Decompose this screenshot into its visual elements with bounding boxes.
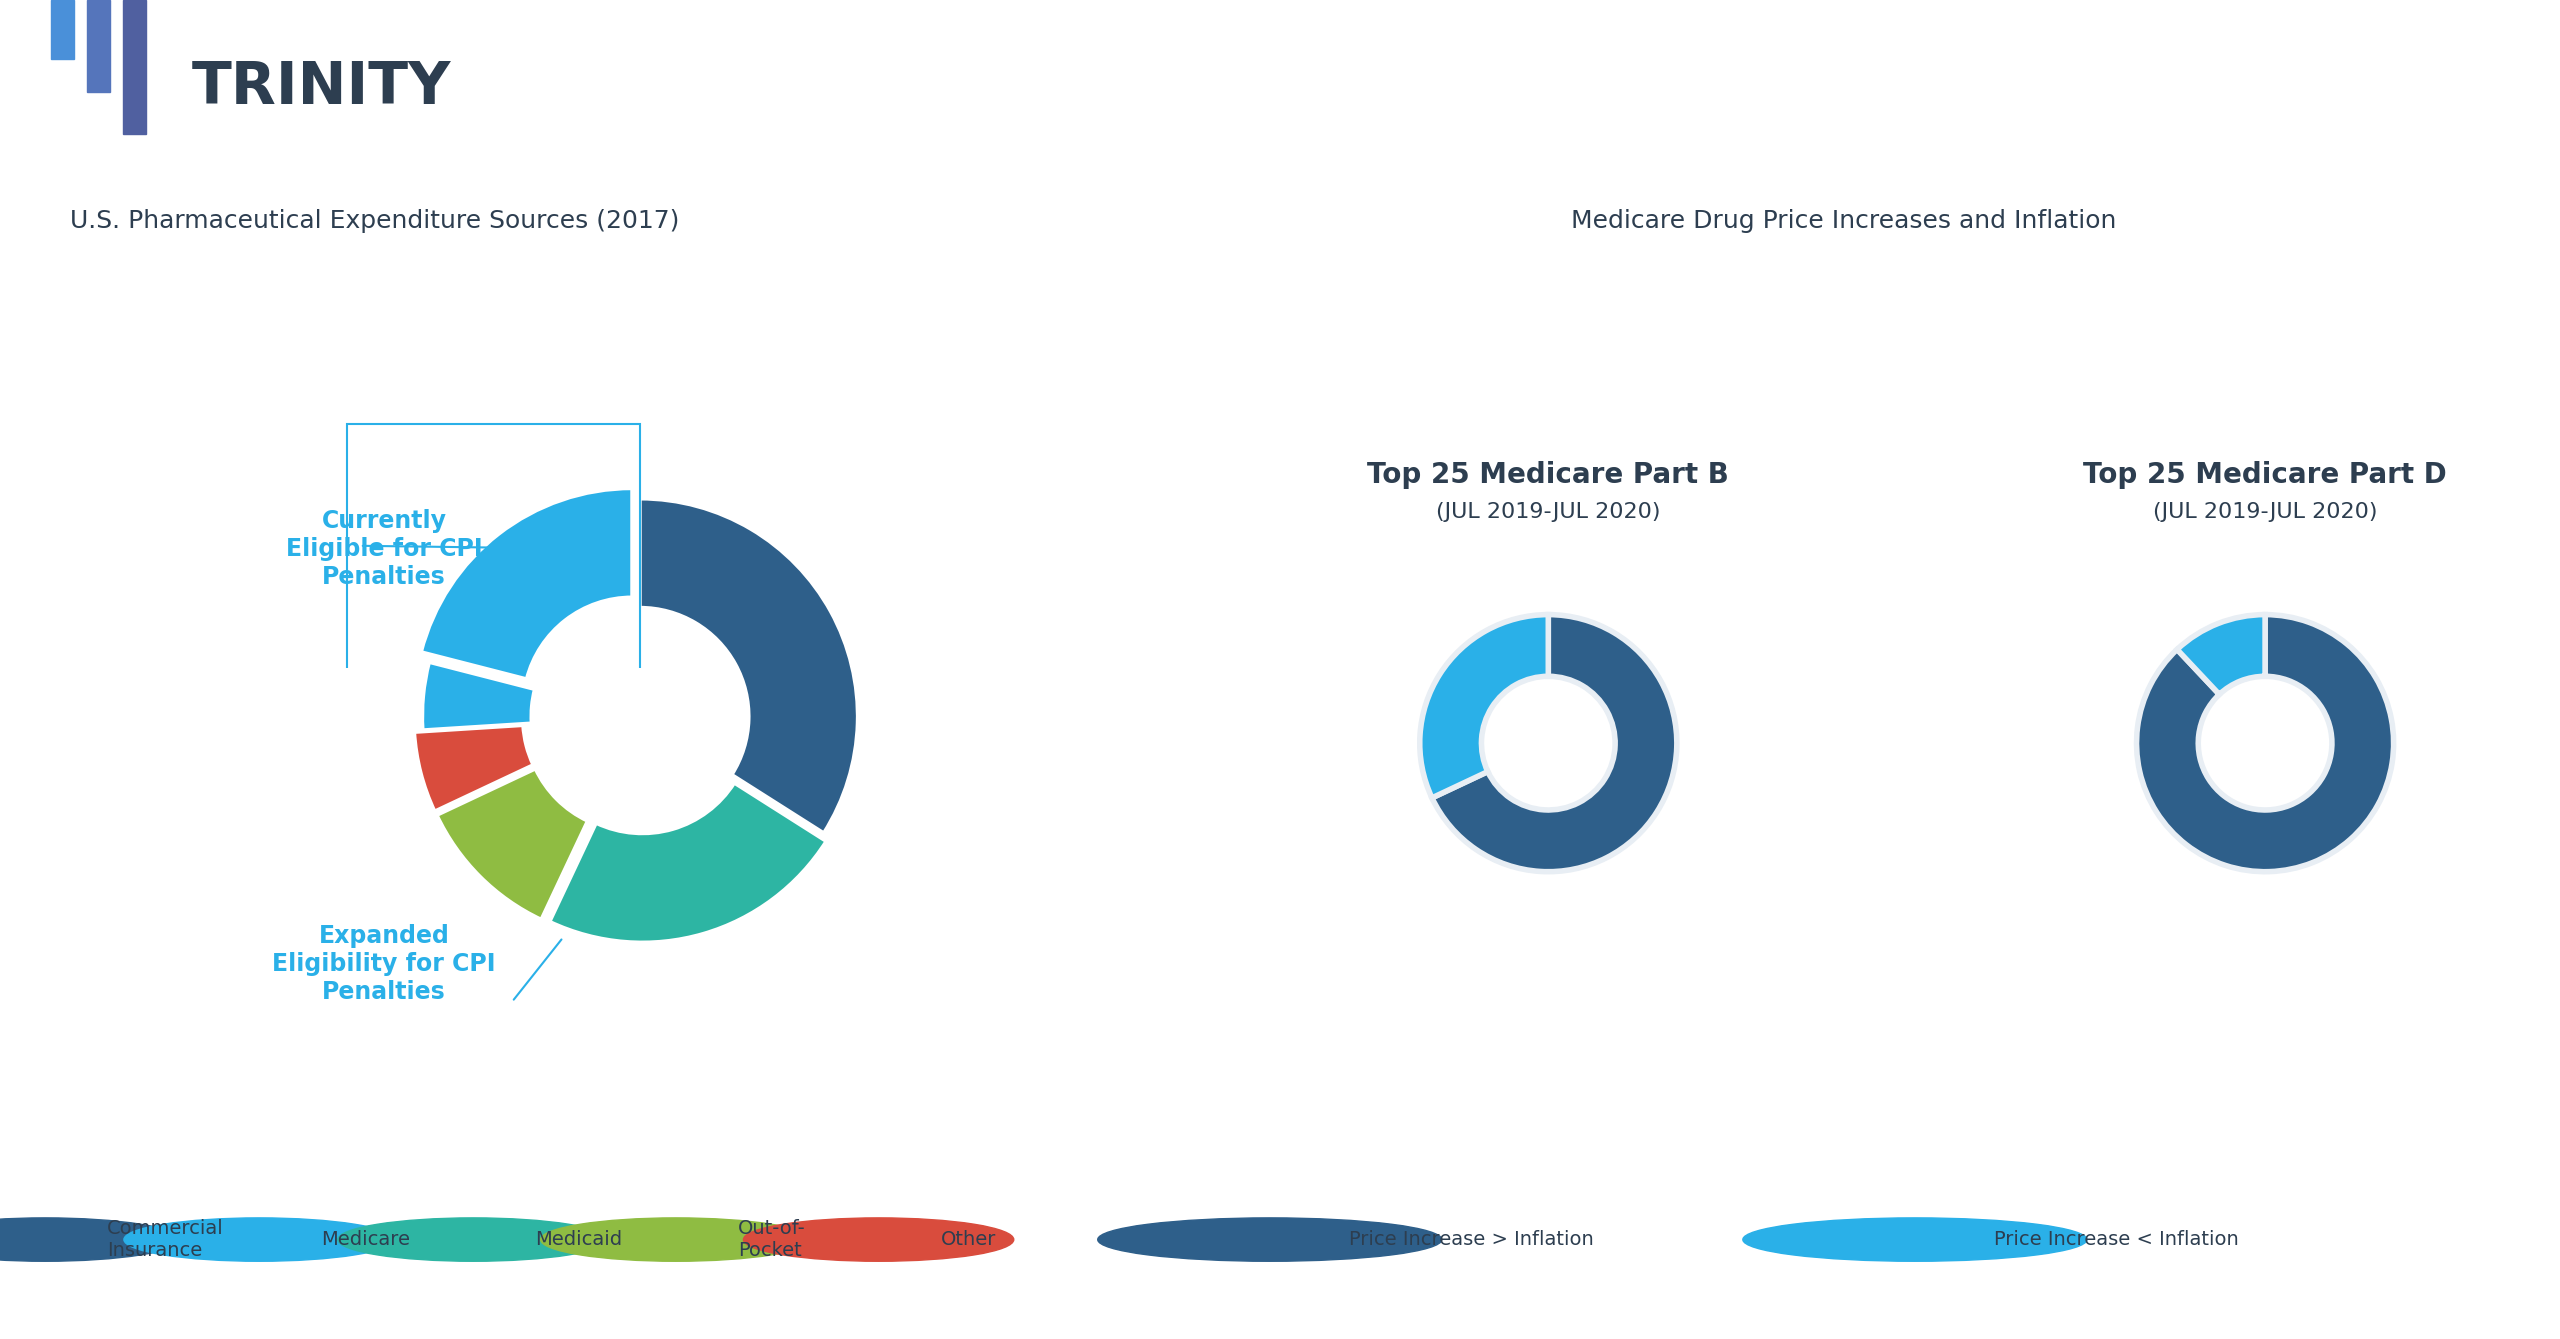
- Text: Out-of-
Pocket: Out-of- Pocket: [737, 1218, 806, 1260]
- Wedge shape: [2138, 615, 2394, 872]
- Text: Commercial
Insurance: Commercial Insurance: [108, 1218, 223, 1260]
- Text: (JUL 2019-JUL 2020): (JUL 2019-JUL 2020): [2153, 502, 2378, 522]
- Wedge shape: [2176, 615, 2266, 695]
- Circle shape: [123, 1218, 394, 1261]
- Wedge shape: [1431, 615, 1677, 872]
- Wedge shape: [415, 726, 532, 811]
- Text: Price Increase > Inflation: Price Increase > Inflation: [1349, 1231, 1592, 1249]
- Circle shape: [540, 1218, 812, 1261]
- Text: Currently
Eligible for CPI
Penalties: Currently Eligible for CPI Penalties: [287, 509, 481, 589]
- Text: TRINITY: TRINITY: [192, 59, 451, 115]
- Text: Medicare Drug Price Increases and Inflation: Medicare Drug Price Increases and Inflat…: [1569, 209, 2117, 233]
- Bar: [87, 0, 110, 92]
- Circle shape: [742, 1218, 1014, 1261]
- Text: Other: Other: [940, 1231, 996, 1249]
- Wedge shape: [1421, 615, 1549, 798]
- Text: Medicare: Medicare: [320, 1231, 410, 1249]
- Circle shape: [0, 1218, 179, 1261]
- Text: Top 25 Medicare Part B: Top 25 Medicare Part B: [1367, 461, 1728, 489]
- Circle shape: [1098, 1218, 1441, 1261]
- Text: (JUL 2019-JUL 2020): (JUL 2019-JUL 2020): [1436, 502, 1661, 522]
- Wedge shape: [550, 783, 827, 943]
- Text: U.S. Pharmaceutical Expenditure Sources (2017): U.S. Pharmaceutical Expenditure Sources …: [69, 209, 678, 233]
- Wedge shape: [422, 489, 632, 679]
- Text: Top 25 Medicare Part D: Top 25 Medicare Part D: [2084, 461, 2447, 489]
- Wedge shape: [640, 498, 858, 833]
- Wedge shape: [422, 663, 535, 730]
- Circle shape: [338, 1218, 609, 1261]
- Text: Expanded
Eligibility for CPI
Penalties: Expanded Eligibility for CPI Penalties: [271, 924, 497, 1004]
- Wedge shape: [438, 769, 589, 920]
- Bar: [123, 0, 146, 134]
- Bar: [51, 0, 74, 59]
- Circle shape: [1743, 1218, 2086, 1261]
- Text: Medicaid: Medicaid: [535, 1231, 622, 1249]
- Text: Price Increase < Inflation: Price Increase < Inflation: [1994, 1231, 2237, 1249]
